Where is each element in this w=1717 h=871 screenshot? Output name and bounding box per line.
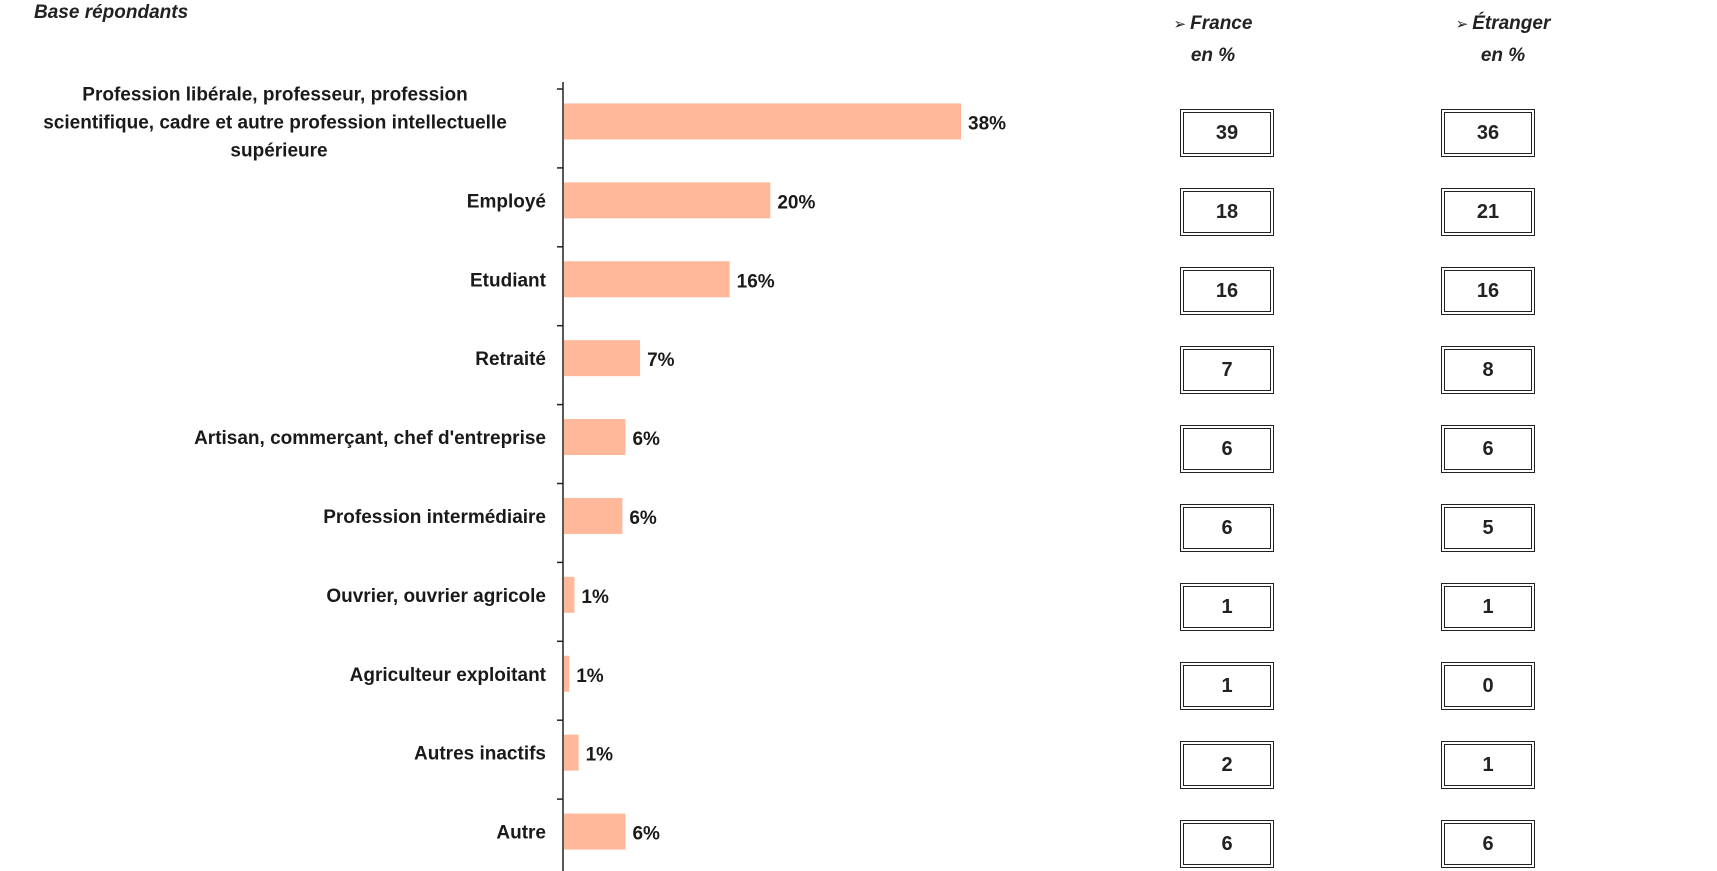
category-label: Profession libérale, professeur, profess… — [43, 84, 507, 161]
france-value-box: 6 — [1180, 819, 1274, 868]
arrow-right-icon: ➢ — [1455, 16, 1469, 33]
france-title: France — [1190, 13, 1253, 34]
category-label: Agriculteur exploitant — [350, 665, 547, 686]
france-column-header: ➢ France en % — [1148, 8, 1278, 71]
etranger-value-box: 6 — [1441, 425, 1535, 474]
category-label: Autre — [496, 823, 546, 844]
category-label: Artisan, commerçant, chef d'entreprise — [194, 428, 546, 449]
base-label: Base répondants — [34, 2, 189, 23]
data-label: 6% — [632, 429, 660, 450]
data-label: 1% — [576, 666, 604, 687]
data-label: 1% — [586, 745, 614, 766]
bar — [564, 734, 579, 771]
france-value-box: 1 — [1180, 661, 1274, 710]
bar — [564, 182, 771, 219]
france-value-box: 2 — [1180, 740, 1274, 789]
etranger-value-box: 21 — [1441, 188, 1535, 237]
etranger-value-box: 0 — [1441, 661, 1535, 710]
bar — [564, 813, 626, 850]
data-label: 16% — [737, 271, 775, 292]
category-label: Ouvrier, ouvrier agricole — [326, 586, 546, 607]
data-label: 7% — [647, 350, 675, 371]
data-label: 6% — [629, 508, 657, 529]
data-label: 20% — [777, 192, 815, 213]
category-label: Etudiant — [470, 270, 547, 291]
data-label: 6% — [632, 824, 660, 845]
bar — [564, 261, 730, 298]
category-label: Autres inactifs — [414, 744, 546, 765]
france-value-box: 1 — [1180, 582, 1274, 631]
bar — [564, 340, 641, 377]
category-label: Profession intermédiaire — [323, 507, 546, 528]
bar — [564, 103, 961, 140]
etranger-column-header: ➢ Étranger en % — [1438, 8, 1568, 71]
etranger-value-box: 36 — [1441, 109, 1535, 158]
bar — [564, 419, 626, 456]
arrow-right-icon: ➢ — [1173, 16, 1187, 33]
france-value-box: 7 — [1180, 346, 1274, 395]
data-label: 1% — [581, 587, 609, 608]
france-value-box: 39 — [1180, 109, 1274, 158]
category-label: Employé — [467, 191, 546, 212]
etranger-value-box: 1 — [1441, 740, 1535, 789]
france-value-box: 6 — [1180, 503, 1274, 552]
data-label: 38% — [968, 113, 1006, 134]
france-value-box: 16 — [1180, 267, 1274, 316]
bar — [564, 497, 623, 534]
etranger-value-box: 6 — [1441, 819, 1535, 868]
france-value-box: 18 — [1180, 188, 1274, 237]
etranger-value-box: 16 — [1441, 267, 1535, 316]
category-label: Retraité — [475, 349, 546, 370]
etranger-value-box: 8 — [1441, 346, 1535, 395]
france-unit: en % — [1190, 45, 1236, 66]
bar — [564, 655, 570, 692]
bar — [564, 576, 575, 613]
france-value-box: 6 — [1180, 425, 1274, 474]
etranger-value-box: 1 — [1441, 582, 1535, 631]
etranger-value-box: 5 — [1441, 503, 1535, 552]
etranger-unit: en % — [1480, 45, 1526, 66]
etranger-title: Étranger — [1472, 13, 1551, 34]
